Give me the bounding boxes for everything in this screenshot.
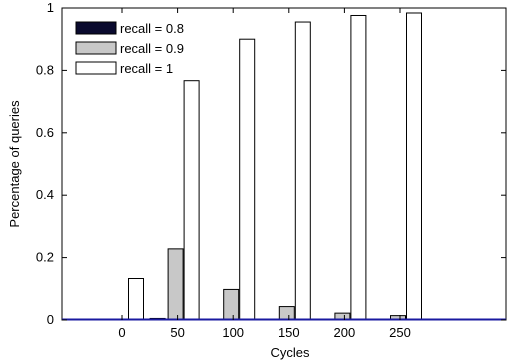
bar-recall-1-150: [294, 21, 311, 321]
bar-recall-0.9-50: [167, 248, 184, 321]
y-tick-label-2: 0.4: [36, 187, 54, 202]
legend-label-recall-0.8: recall = 0.8: [120, 21, 184, 36]
x-axis-label: Cycles: [270, 345, 310, 360]
legend-label-recall-1: recall = 1: [120, 61, 173, 76]
legend-swatch-recall-0.9: [75, 41, 117, 55]
bar-recall-0.9-150: [278, 306, 295, 321]
x-tick-label-1: 50: [170, 325, 184, 340]
legend: recall = 0.8 recall = 0.9 recall = 1: [75, 21, 184, 76]
y-tick-label-0: 0: [47, 312, 54, 327]
x-tick-label-2: 100: [222, 325, 244, 340]
bar-recall-1-0: [128, 278, 144, 321]
y-tick-label-3: 0.6: [36, 125, 54, 140]
y-axis-label: Percentage of queries: [7, 100, 22, 228]
legend-swatch-recall-1: [75, 61, 117, 75]
y-tick-label-1: 0.2: [36, 250, 54, 265]
axis-ticks: [62, 7, 506, 321]
bars-group: [94, 12, 422, 321]
bar-recall-1-200: [350, 14, 367, 321]
legend-swatch-recall-0.8: [75, 21, 117, 35]
x-tick-label-3: 150: [278, 325, 300, 340]
bar-recall-1-50: [183, 80, 200, 321]
bar-recall-0.9-100: [223, 288, 240, 321]
y-tick-label-4: 0.8: [36, 62, 54, 77]
bar-recall-1-250: [406, 12, 422, 321]
x-tick-label-5: 250: [389, 325, 411, 340]
x-tick-label-4: 200: [334, 325, 356, 340]
bar-recall-1-100: [239, 38, 256, 321]
legend-label-recall-0.9: recall = 0.9: [120, 41, 184, 56]
y-tick-label-5: 1: [47, 0, 54, 15]
x-tick-label-0: 0: [118, 325, 125, 340]
